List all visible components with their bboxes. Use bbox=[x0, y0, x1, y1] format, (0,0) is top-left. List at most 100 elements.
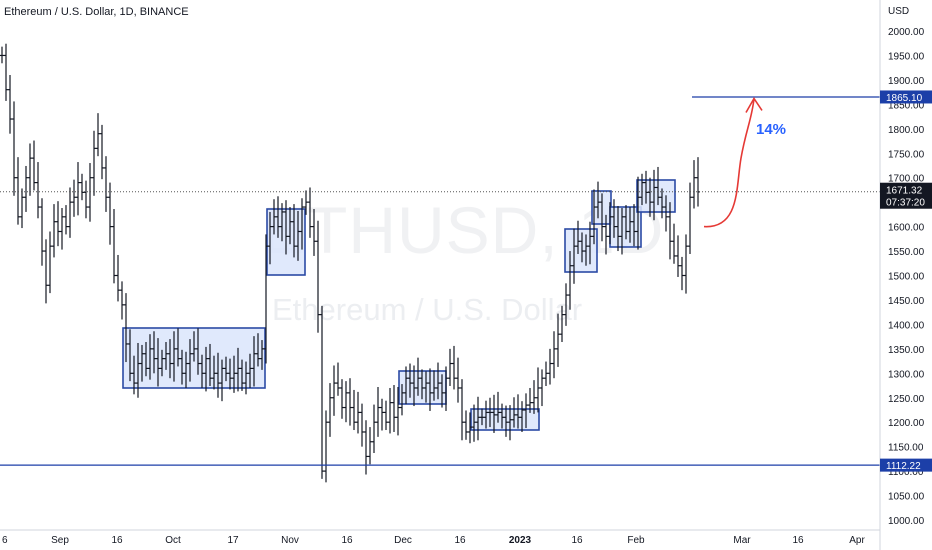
projection-arrow bbox=[703, 98, 755, 228]
ohlc-bar bbox=[4, 43, 8, 101]
time-tick: 16 bbox=[571, 535, 583, 546]
ohlc-bar bbox=[308, 187, 312, 238]
ohlc-bar bbox=[380, 398, 384, 431]
ohlc-bar bbox=[280, 203, 284, 242]
arrow-head bbox=[745, 96, 763, 113]
ohlc-bar bbox=[532, 380, 536, 414]
ohlc-bar bbox=[88, 163, 92, 222]
price-tick: 1350.00 bbox=[888, 345, 925, 356]
ohlc-bar bbox=[448, 348, 452, 387]
ohlc-bar bbox=[420, 369, 424, 400]
ohlc-bar bbox=[200, 354, 204, 388]
ohlc-bar bbox=[436, 362, 440, 400]
ohlc-bar bbox=[260, 340, 264, 370]
ohlc-bar bbox=[664, 195, 668, 232]
ohlc-bar bbox=[376, 386, 380, 437]
time-tick: Mar bbox=[733, 535, 751, 546]
ohlc-bar bbox=[176, 328, 180, 367]
ohlc-bar bbox=[312, 208, 316, 256]
ohlc-bar bbox=[476, 396, 480, 441]
ohlc-bar bbox=[560, 305, 564, 343]
time-tick: 16 bbox=[111, 535, 123, 546]
ohlc-bar bbox=[140, 344, 144, 382]
price-tick: 1700.00 bbox=[888, 174, 925, 185]
price-tick: 1050.00 bbox=[888, 492, 925, 503]
ohlc-bar bbox=[556, 313, 560, 367]
time-tick: 16 bbox=[792, 535, 804, 546]
ohlc-bar bbox=[496, 391, 500, 423]
ohlc-bar bbox=[112, 208, 116, 284]
ohlc-bar bbox=[392, 385, 396, 432]
ohlc-bar bbox=[268, 211, 272, 265]
ohlc-bar bbox=[132, 355, 136, 395]
ohlc-bar bbox=[76, 162, 80, 216]
price-tick: 1450.00 bbox=[888, 296, 925, 307]
ohlc-bar bbox=[440, 374, 444, 408]
ohlc-bar bbox=[652, 169, 656, 221]
ohlc-bar bbox=[352, 389, 356, 431]
ohlc-bar bbox=[404, 366, 408, 405]
time-tick: Oct bbox=[165, 535, 181, 546]
price-tick: 1000.00 bbox=[888, 516, 925, 527]
ohlc-bar bbox=[292, 204, 296, 258]
badge-bg bbox=[880, 458, 932, 472]
ohlc-bar bbox=[40, 198, 44, 266]
ohlc-bar bbox=[684, 234, 688, 294]
price-tick: 2000.00 bbox=[888, 27, 925, 38]
ohlc-bar bbox=[96, 113, 100, 157]
ohlc-bar bbox=[104, 156, 108, 212]
badge-bg bbox=[880, 182, 932, 209]
ohlc-bar bbox=[68, 187, 72, 238]
ohlc-bar bbox=[16, 157, 20, 225]
ohlc-bar bbox=[184, 351, 188, 388]
time-tick: 16 bbox=[341, 535, 353, 546]
badge-label: 1865.10 bbox=[886, 93, 923, 104]
ohlc-bar bbox=[592, 189, 596, 245]
time-tick: Dec bbox=[394, 535, 412, 546]
ohlc-bar bbox=[484, 400, 488, 429]
ohlc-bar bbox=[156, 338, 160, 387]
ohlc-bar bbox=[256, 333, 260, 367]
ohlc-bar bbox=[344, 381, 348, 423]
ohlc-bar bbox=[596, 181, 600, 219]
ohlc-bar bbox=[600, 193, 604, 242]
price-tick: 1550.00 bbox=[888, 247, 925, 258]
ohlc-bar bbox=[272, 199, 276, 235]
badge-bg bbox=[880, 90, 932, 104]
name-watermark: Ethereum / U.S. Dollar bbox=[272, 292, 583, 327]
time-tick: 17 bbox=[227, 535, 239, 546]
ohlc-bar bbox=[12, 101, 16, 196]
ohlc-bar bbox=[128, 329, 132, 382]
ohlc-bar bbox=[284, 200, 288, 255]
ohlc-bar bbox=[60, 208, 64, 250]
price-tick: 1300.00 bbox=[888, 369, 925, 380]
ohlc-bar bbox=[228, 358, 232, 390]
support-price-badge: 1112.22 bbox=[880, 458, 932, 472]
currency-label: USD bbox=[888, 6, 909, 17]
ohlc-bar bbox=[564, 283, 568, 326]
ohlc-bar bbox=[512, 397, 516, 428]
ohlc-bar bbox=[516, 394, 520, 429]
price-tick: 1100.00 bbox=[888, 467, 924, 478]
time-tick: Sep bbox=[51, 535, 69, 546]
ohlc-bar bbox=[416, 357, 420, 396]
ohlc-bar bbox=[620, 208, 624, 255]
time-tick: 6 bbox=[2, 535, 8, 546]
ohlc-bar bbox=[180, 349, 184, 385]
current-price-label: 1671.32 bbox=[886, 186, 923, 197]
ohlc-bar bbox=[8, 75, 12, 134]
ohlc-bar bbox=[248, 353, 252, 388]
ohlc-bar bbox=[20, 188, 24, 229]
ohlc-bar bbox=[48, 231, 52, 294]
ohlc-bar bbox=[64, 205, 68, 235]
ohlc-bar bbox=[648, 177, 652, 217]
ohlc-bar bbox=[84, 180, 88, 219]
ohlc-bar bbox=[160, 349, 164, 377]
ohlc-bar bbox=[412, 365, 416, 407]
time-tick: Apr bbox=[849, 535, 865, 546]
ohlc-bar bbox=[288, 207, 292, 245]
time-tick: 2023 bbox=[509, 535, 532, 546]
ohlc-bar bbox=[640, 173, 644, 206]
ohlc-bar bbox=[656, 166, 660, 206]
